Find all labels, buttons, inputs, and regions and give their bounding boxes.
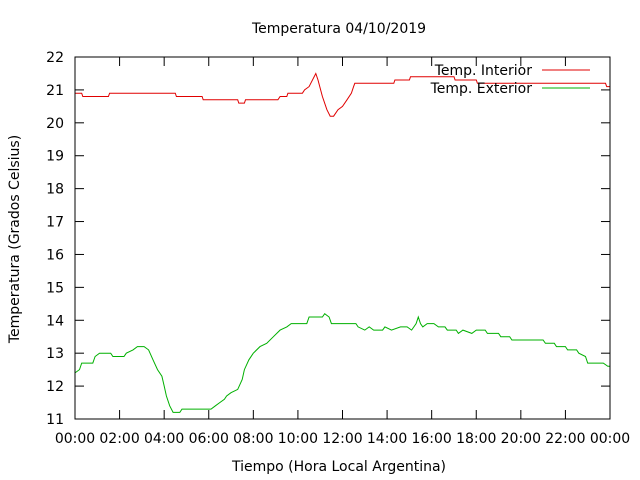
x-tick-label: 16:00 — [411, 431, 451, 447]
y-tick-label: 17 — [46, 215, 64, 231]
y-tick-label: 22 — [46, 50, 64, 66]
x-tick-label: 10:00 — [278, 431, 318, 447]
y-tick-label: 21 — [46, 83, 64, 99]
legend-label-exterior: Temp. Exterior — [430, 81, 533, 97]
chart-title: Temperatura 04/10/2019 — [251, 21, 426, 37]
plot-frame — [74, 56, 611, 420]
x-tick-label: 04:00 — [144, 431, 184, 447]
x-axis-title: Tiempo (Hora Local Argentina) — [231, 459, 446, 475]
x-tick-label: 02:00 — [99, 431, 139, 447]
y-tick-label: 18 — [46, 182, 64, 198]
x-tick-label: 14:00 — [367, 431, 407, 447]
y-axis-title: Temperatura (Grados Celsius) — [7, 135, 23, 344]
x-tick-label: 00:00 — [55, 431, 95, 447]
y-tick-label: 14 — [46, 313, 64, 329]
x-tick-label: 08:00 — [233, 431, 273, 447]
x-tick-label: 20:00 — [501, 431, 541, 447]
y-tick-label: 16 — [46, 247, 64, 263]
series-line-exterior — [74, 312, 610, 413]
y-tick-label: 13 — [46, 346, 64, 362]
y-tick-label: 20 — [46, 116, 64, 132]
y-tick-label: 19 — [46, 149, 64, 165]
y-tick-label: 15 — [46, 280, 64, 296]
y-tick-label: 11 — [46, 412, 64, 428]
x-tick-label: 06:00 — [189, 431, 229, 447]
series-line-interior — [75, 72, 610, 117]
legend: Temp. Interior Temp. Exterior — [430, 63, 590, 97]
series-layer — [74, 72, 610, 413]
x-tick-label: 00:00 — [590, 431, 630, 447]
x-tick-label: 18:00 — [456, 431, 496, 447]
y-tick-label: 12 — [46, 379, 64, 395]
x-tick-label: 12:00 — [322, 431, 362, 447]
x-tick-label: 22:00 — [545, 431, 585, 447]
legend-label-interior: Temp. Interior — [434, 63, 533, 79]
